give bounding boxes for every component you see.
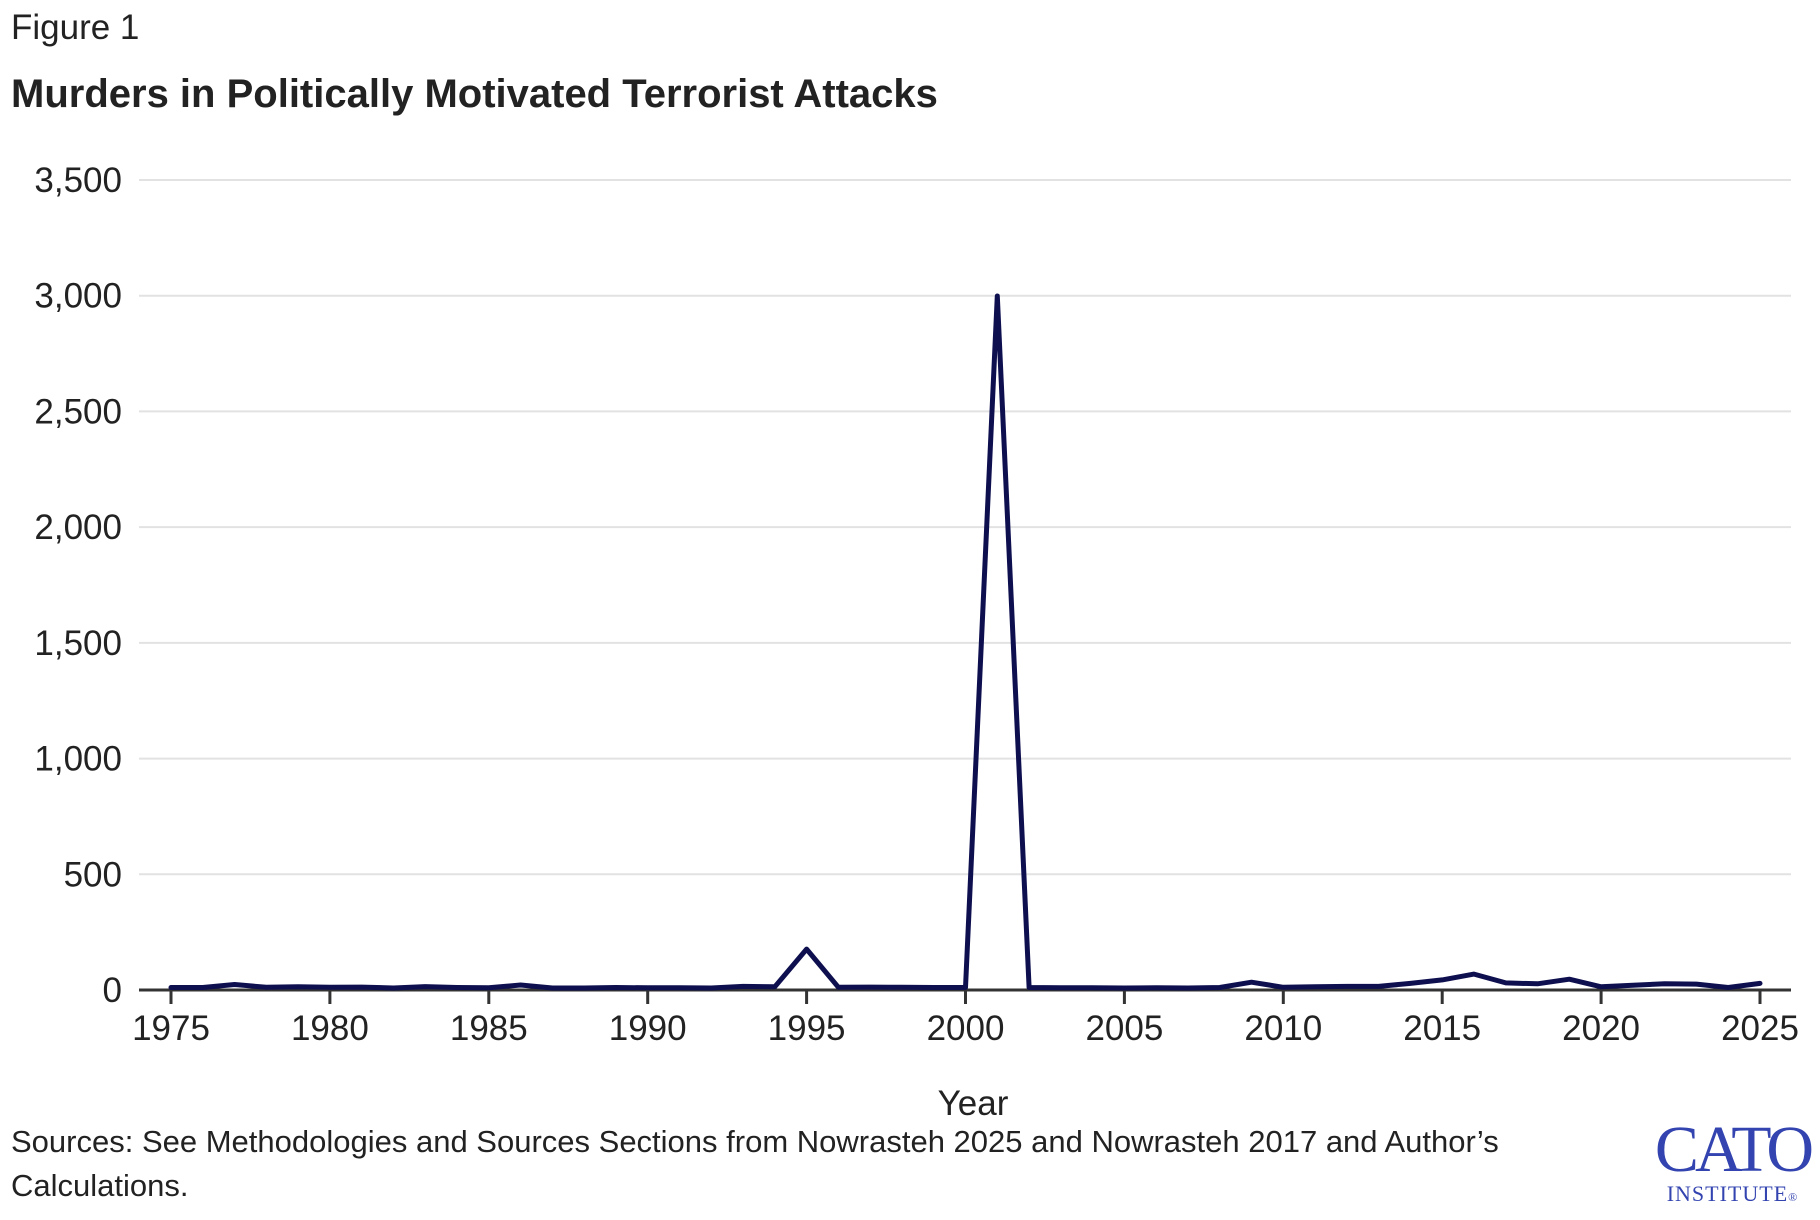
logo-subtitle: INSTITUTE®: [1666, 1181, 1799, 1206]
figure-label: Figure 1: [11, 8, 140, 47]
sources-note: Sources: See Methodologies and Sources S…: [11, 1124, 1499, 1203]
x-tick-label: 2010: [1244, 1009, 1322, 1048]
x-tick-label: 1980: [291, 1009, 369, 1048]
y-tick-label: 0: [103, 971, 122, 1010]
logo-wordmark: CATO: [1654, 1113, 1814, 1186]
chart-title: Murders in Politically Motivated Terrori…: [11, 72, 938, 116]
y-tick-label: 1,500: [34, 624, 122, 663]
x-tick-label: 2025: [1721, 1009, 1799, 1048]
x-tick-label: 1995: [768, 1009, 846, 1048]
x-tick-label: 1990: [609, 1009, 687, 1048]
x-tick-label: 2020: [1562, 1009, 1640, 1048]
line-chart: 0 500 1,000 1,500 2,000 2,500 3,000 3,500 1975 1…: [34, 161, 1799, 1120]
x-tick-label: 1985: [450, 1009, 528, 1048]
x-tick-label: 1975: [132, 1009, 210, 1048]
y-tick-label: 2,000: [34, 508, 122, 547]
y-tick-label: 2,500: [34, 392, 122, 431]
y-tick-label: 3,000: [34, 277, 122, 316]
y-tick-label: 500: [64, 855, 122, 894]
x-axis-label: Year: [938, 1084, 1009, 1120]
y-tick-label: 1,000: [34, 740, 122, 779]
x-tick-label: 2000: [927, 1009, 1005, 1048]
cato-logo: CATO INSTITUTE®: [1650, 1113, 1815, 1210]
x-tick-label: 2005: [1085, 1009, 1163, 1048]
x-tick-label: 2015: [1403, 1009, 1481, 1048]
series-line: [168, 293, 1763, 991]
y-tick-label: 3,500: [34, 161, 122, 200]
